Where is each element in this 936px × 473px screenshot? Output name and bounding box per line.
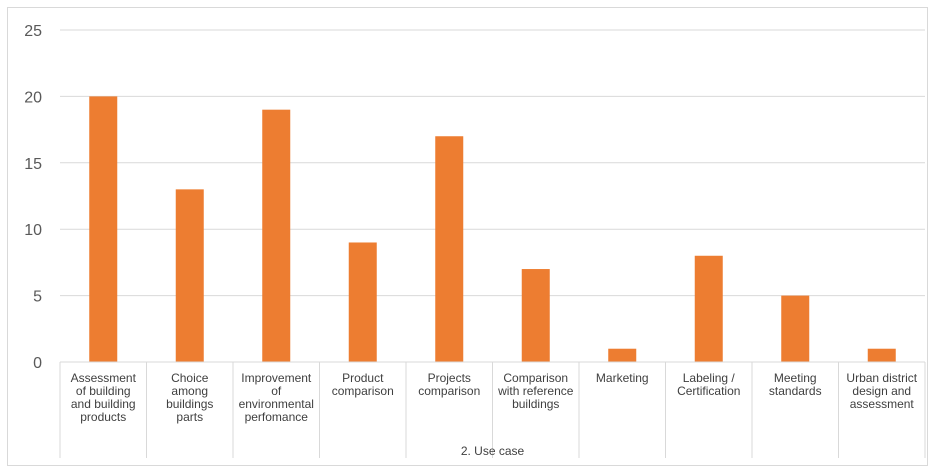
x-axis-labels: Assessment of building and building product… bbox=[71, 371, 918, 424]
x-tick-label: Marketing bbox=[596, 371, 649, 385]
y-tick-label: 15 bbox=[24, 156, 42, 173]
bar bbox=[608, 348, 637, 362]
x-tick-label-line: design and bbox=[852, 384, 911, 398]
x-tick-label: Comparison with reference buildings bbox=[497, 371, 574, 411]
x-tick-label: Projects comparison bbox=[418, 371, 480, 398]
gridlines bbox=[60, 29, 925, 297]
x-tick-label: Assessment of building and building product… bbox=[71, 371, 137, 424]
x-tick-label: Product comparison bbox=[332, 371, 394, 398]
chart-frame bbox=[7, 7, 928, 466]
x-tick-label-line: and building bbox=[71, 397, 136, 411]
bar bbox=[175, 189, 204, 362]
x-tick-label-line: environmental bbox=[239, 397, 314, 411]
category-dividers bbox=[59, 362, 926, 458]
bar bbox=[435, 136, 464, 362]
x-tick-label: Urban district design and assessment bbox=[846, 371, 917, 411]
x-tick-label-line: Meeting bbox=[774, 371, 817, 385]
x-tick-label: Choice among buildings parts bbox=[166, 371, 213, 424]
x-tick-label-line: Comparison bbox=[503, 371, 568, 385]
x-tick-label-line: Labeling / bbox=[683, 371, 736, 385]
x-tick-label-line: assessment bbox=[850, 397, 915, 411]
bar bbox=[781, 295, 810, 362]
y-tick-label: 25 bbox=[24, 23, 42, 40]
x-tick-label-line: parts bbox=[176, 410, 203, 424]
x-tick-label-line: Product bbox=[342, 371, 384, 385]
y-tick-label: 20 bbox=[24, 89, 42, 106]
x-tick-label: Labeling / Certification bbox=[677, 371, 740, 398]
x-tick-label-line: Assessment bbox=[71, 371, 137, 385]
x-tick-label-line: Choice bbox=[171, 371, 209, 385]
x-tick-label-line: with reference bbox=[497, 384, 574, 398]
bars bbox=[89, 96, 896, 363]
y-axis-ticks: 0 5 10 15 20 25 bbox=[24, 23, 42, 372]
x-tick-label-line: comparison bbox=[332, 384, 394, 398]
x-tick-label-line: perfomance bbox=[245, 410, 309, 424]
y-tick-label: 5 bbox=[33, 289, 42, 306]
x-tick-label-line: Urban district bbox=[846, 371, 917, 385]
x-tick-label-line: of building bbox=[76, 384, 131, 398]
x-tick-label: Meeting standards bbox=[769, 371, 822, 398]
bar bbox=[521, 269, 550, 362]
bar bbox=[89, 96, 118, 363]
x-tick-label: Improvement of environmental perfomance bbox=[239, 371, 314, 424]
x-tick-label-line: Certification bbox=[677, 384, 740, 398]
x-tick-label-line: buildings bbox=[166, 397, 213, 411]
x-tick-label-line: standards bbox=[769, 384, 822, 398]
x-tick-label-line: of bbox=[271, 384, 282, 398]
y-tick-label: 10 bbox=[24, 222, 42, 239]
bar bbox=[262, 109, 291, 363]
bar bbox=[867, 348, 896, 362]
x-tick-label-line: products bbox=[80, 410, 126, 424]
x-tick-label-line: Projects bbox=[428, 371, 471, 385]
x-tick-label-line: buildings bbox=[512, 397, 559, 411]
x-tick-label-line: Improvement bbox=[241, 371, 312, 385]
x-tick-label-line: Marketing bbox=[596, 371, 649, 385]
x-tick-label-line: among bbox=[171, 384, 208, 398]
bar bbox=[694, 255, 723, 362]
x-tick-label-line: comparison bbox=[418, 384, 480, 398]
y-tick-label: 0 bbox=[33, 355, 42, 372]
x-axis-title: 2. Use case bbox=[461, 444, 525, 458]
bar bbox=[348, 242, 377, 362]
